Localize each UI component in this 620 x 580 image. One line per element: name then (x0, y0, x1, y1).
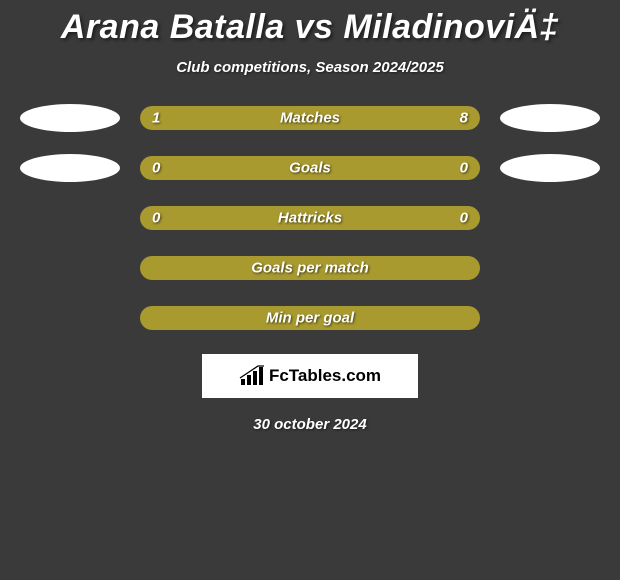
player-left-ellipse (20, 154, 120, 182)
stat-left-value: 0 (152, 210, 160, 227)
subtitle: Club competitions, Season 2024/2025 (0, 59, 620, 76)
player-right-ellipse (500, 154, 600, 182)
stat-right-value: 8 (460, 110, 468, 127)
date-label: 30 october 2024 (0, 416, 620, 433)
stat-left-value: 0 (152, 160, 160, 177)
comparison-card: Arana Batalla vs MiladinoviÄ‡ Club compe… (0, 0, 620, 433)
stat-row: 1 8 Matches (0, 104, 620, 132)
stat-label: Hattricks (278, 210, 342, 227)
stat-bar-right-fill (201, 106, 480, 130)
stat-label: Goals (289, 160, 331, 177)
logo-box: FcTables.com (202, 354, 418, 398)
bar-chart-icon (239, 365, 265, 387)
player-right-ellipse (500, 104, 600, 132)
stat-right-value: 0 (460, 160, 468, 177)
stat-bar: 1 8 Matches (140, 106, 480, 130)
stat-bar: 0 0 Goals (140, 156, 480, 180)
stat-label: Goals per match (251, 260, 369, 277)
stat-left-value: 1 (152, 110, 160, 127)
stat-label: Matches (280, 110, 340, 127)
logo-text: FcTables.com (269, 366, 381, 386)
stat-bar: 0 0 Hattricks (140, 206, 480, 230)
stat-row: 0 0 Hattricks (0, 204, 620, 232)
stat-bar-left-fill (140, 106, 201, 130)
stat-row: Goals per match (0, 254, 620, 282)
stat-label: Min per goal (266, 310, 354, 327)
stat-row: 0 0 Goals (0, 154, 620, 182)
stat-right-value: 0 (460, 210, 468, 227)
stat-row: Min per goal (0, 304, 620, 332)
player-left-ellipse (20, 104, 120, 132)
stats-area: 1 8 Matches 0 0 Goals 0 0 Hattricks Goals per mat… (0, 104, 620, 332)
page-title: Arana Batalla vs MiladinoviÄ‡ (0, 8, 620, 47)
stat-bar: Min per goal (140, 306, 480, 330)
stat-bar: Goals per match (140, 256, 480, 280)
